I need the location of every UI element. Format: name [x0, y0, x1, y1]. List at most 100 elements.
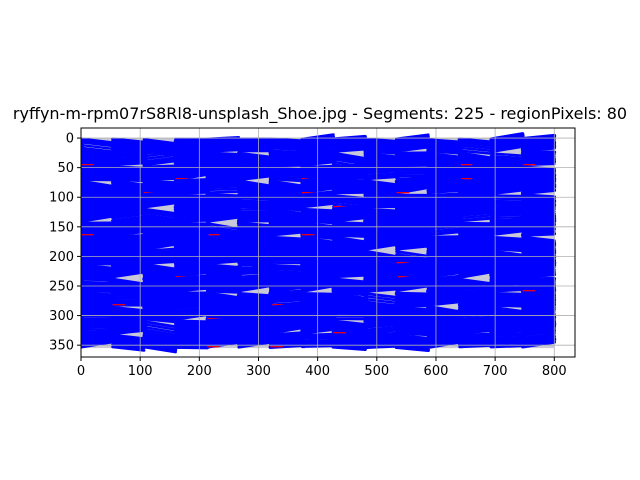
segment-cell: [205, 247, 241, 265]
segment-stroke: [174, 228, 209, 233]
segment-stroke: [363, 186, 399, 195]
segment-stroke: [173, 300, 209, 310]
segment-stroke: [332, 264, 367, 269]
segment-stroke: [363, 231, 398, 239]
segment-stroke: [426, 286, 462, 294]
segment-stroke: [458, 146, 493, 153]
segment-stroke: [81, 297, 115, 303]
segment-stroke: [142, 302, 178, 309]
segment-stroke: [81, 330, 114, 339]
segment-stroke: [81, 318, 115, 324]
segment-cell: [426, 328, 462, 350]
segment-stroke: [268, 220, 304, 227]
segment-stroke: [426, 306, 462, 316]
segment-stroke: [110, 196, 146, 205]
segment-stroke: [426, 145, 462, 153]
segment-cell: [520, 207, 557, 223]
segment-stroke: [174, 262, 209, 270]
segment-stroke: [395, 335, 430, 342]
segment-stroke: [174, 258, 209, 267]
y-axis: 0 50 100 150 200 250 300 350: [49, 132, 81, 354]
segment-stroke: [363, 319, 399, 327]
segment-stroke: [237, 197, 272, 201]
segment-stroke: [332, 242, 367, 251]
segment-stroke: [457, 179, 493, 185]
segment-stroke: [205, 158, 241, 164]
segment-stroke: [458, 197, 493, 204]
segment-stroke: [205, 249, 241, 254]
segment-stroke: [394, 145, 430, 153]
segment-stroke: [110, 238, 146, 243]
segment-stroke: [173, 333, 209, 338]
segment-stroke: [174, 160, 209, 169]
segment-cell: [457, 137, 494, 155]
segment-stroke: [236, 181, 273, 191]
segment-stroke: [489, 154, 525, 160]
segment-stroke: [111, 323, 146, 330]
segment-stroke: [394, 302, 431, 308]
segment-stroke: [205, 247, 241, 253]
segment-cell: [205, 302, 241, 321]
segment-stroke: [489, 141, 525, 150]
segment-stroke: [521, 146, 556, 153]
segment-stroke: [173, 193, 209, 199]
segment-stroke: [142, 219, 177, 227]
x-tick-label: 500: [364, 364, 389, 379]
segment-stroke: [268, 230, 304, 237]
segment-cell: [394, 232, 430, 251]
segment-stroke: [426, 326, 462, 334]
segment-stroke: [173, 166, 210, 176]
segment-stroke: [81, 301, 115, 307]
segment-stroke: [489, 196, 525, 201]
segment-stroke: [142, 325, 177, 334]
segment-stroke: [331, 333, 367, 340]
segment-stroke: [236, 179, 273, 189]
segment-stroke: [81, 328, 114, 337]
segment-stroke: [458, 216, 493, 223]
segment-stroke: [489, 341, 525, 346]
segment-stroke: [521, 176, 556, 183]
segment-stroke: [331, 144, 367, 151]
segment-stroke: [268, 226, 304, 233]
segment-stroke: [331, 229, 367, 235]
segment-stroke: [142, 328, 178, 337]
segment-stroke: [237, 333, 272, 342]
segment-stroke: [173, 328, 209, 334]
segment-stroke: [395, 320, 430, 324]
segment-stroke: [363, 149, 399, 155]
segment-stroke: [110, 177, 146, 183]
segment-stroke: [111, 228, 146, 235]
segment-stroke: [332, 170, 367, 176]
segment-stroke: [110, 255, 146, 263]
segment-stroke: [457, 243, 494, 250]
segment-stroke: [332, 237, 367, 245]
segment-stroke: [205, 295, 241, 304]
segment-stroke: [426, 258, 462, 265]
axes-frame: [80, 127, 576, 358]
segment-stroke: [457, 334, 494, 340]
segment-cell: [81, 221, 115, 237]
segment-stroke: [142, 271, 178, 281]
segment-stroke: [458, 174, 493, 178]
segment-stroke: [426, 176, 462, 184]
segment-stroke: [205, 267, 241, 274]
segment-stroke: [174, 287, 209, 293]
segment-stroke: [426, 179, 462, 186]
segment-stroke: [426, 227, 461, 234]
segment-cell: [426, 259, 462, 279]
segment-stroke: [457, 153, 493, 162]
segment-cell: [362, 163, 399, 181]
segment-stroke: [395, 262, 430, 270]
segment-stroke: [331, 190, 367, 195]
segment-stroke: [236, 267, 273, 273]
segment-stroke: [489, 265, 525, 274]
segment-stroke: [331, 277, 367, 284]
segment-stroke: [205, 257, 241, 263]
segment-stroke: [142, 191, 178, 199]
segment-stroke: [205, 309, 241, 317]
segment-stroke: [394, 266, 430, 275]
segment-stroke: [489, 220, 524, 227]
segment-cell: [173, 274, 210, 293]
segment-stroke: [363, 325, 398, 332]
segment-stroke: [268, 237, 304, 243]
